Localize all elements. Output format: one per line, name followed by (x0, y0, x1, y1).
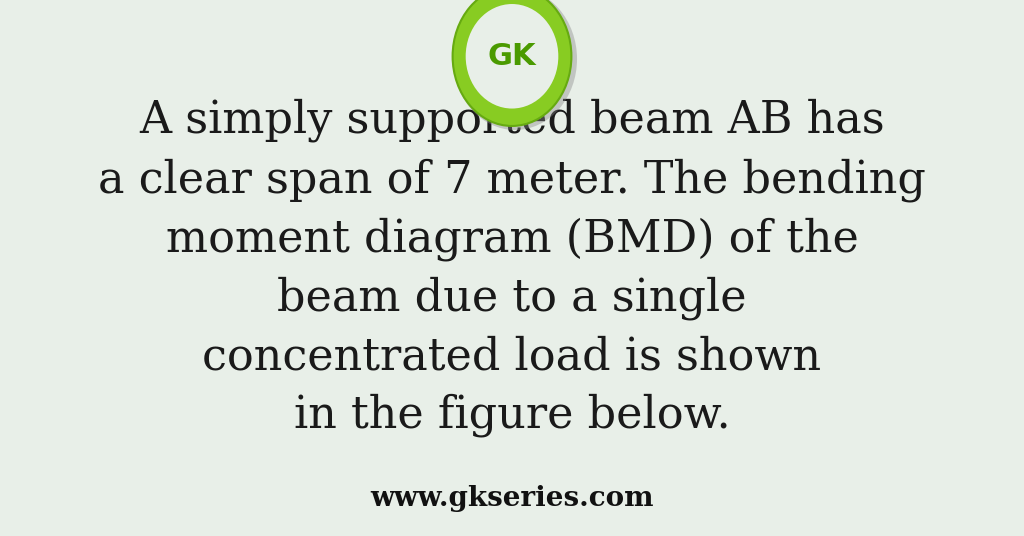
Text: www.gkseries.com: www.gkseries.com (371, 485, 653, 512)
Ellipse shape (466, 4, 558, 108)
Text: GK: GK (487, 42, 537, 71)
Ellipse shape (453, 0, 571, 126)
Ellipse shape (453, 0, 578, 130)
Text: A simply supported beam AB has
a clear span of 7 meter. The bending
moment diagr: A simply supported beam AB has a clear s… (98, 99, 926, 437)
